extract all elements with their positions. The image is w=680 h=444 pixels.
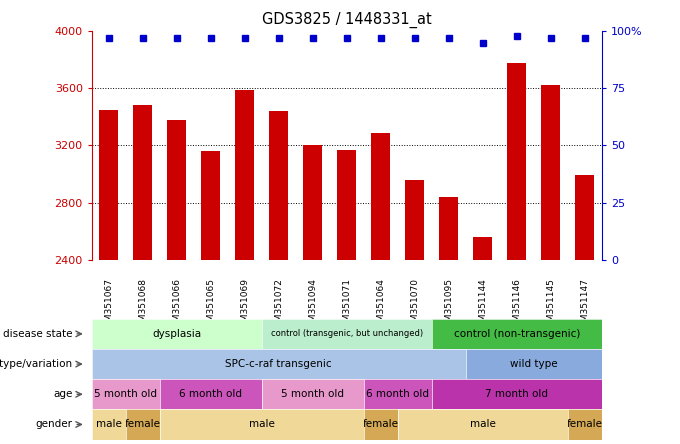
Bar	[473, 237, 492, 260]
Text: 6 month old: 6 month old	[367, 389, 429, 399]
Bar	[99, 110, 118, 260]
Text: control (non-transgenic): control (non-transgenic)	[454, 329, 580, 339]
Text: GSM351072: GSM351072	[274, 278, 284, 333]
Text: GSM351068: GSM351068	[138, 278, 148, 333]
Text: male: male	[249, 420, 275, 429]
Bar	[371, 133, 390, 260]
Bar	[405, 180, 424, 260]
Bar	[507, 63, 526, 260]
Text: wild type: wild type	[510, 359, 558, 369]
Text: disease state: disease state	[3, 329, 73, 339]
Bar	[235, 90, 254, 260]
Text: control (transgenic, but unchanged): control (transgenic, but unchanged)	[271, 329, 423, 338]
Bar	[303, 145, 322, 260]
Text: GSM351145: GSM351145	[546, 278, 556, 333]
Text: GSM351067: GSM351067	[104, 278, 114, 333]
Bar	[575, 175, 594, 260]
Text: dysplasia: dysplasia	[152, 329, 201, 339]
Text: GSM351094: GSM351094	[308, 278, 318, 333]
Text: GSM351066: GSM351066	[172, 278, 182, 333]
Text: female: female	[363, 420, 398, 429]
Text: GSM351071: GSM351071	[342, 278, 352, 333]
Text: female: female	[567, 420, 602, 429]
Text: 5 month old: 5 month old	[282, 389, 344, 399]
Text: gender: gender	[35, 420, 73, 429]
Bar	[337, 150, 356, 260]
Title: GDS3825 / 1448331_at: GDS3825 / 1448331_at	[262, 12, 432, 28]
Bar	[133, 105, 152, 260]
Bar	[167, 120, 186, 260]
Text: male: male	[470, 420, 496, 429]
Text: GSM351069: GSM351069	[240, 278, 250, 333]
Text: genotype/variation: genotype/variation	[0, 359, 73, 369]
Text: female: female	[125, 420, 160, 429]
Text: GSM351144: GSM351144	[478, 278, 488, 333]
Bar	[541, 85, 560, 260]
Text: male: male	[96, 420, 122, 429]
Text: SPC-c-raf transgenic: SPC-c-raf transgenic	[226, 359, 332, 369]
Text: 7 month old: 7 month old	[486, 389, 548, 399]
Text: GSM351147: GSM351147	[580, 278, 590, 333]
Bar	[439, 197, 458, 260]
Text: GSM351146: GSM351146	[512, 278, 522, 333]
Text: GSM351065: GSM351065	[206, 278, 216, 333]
Bar	[201, 151, 220, 260]
Text: age: age	[53, 389, 73, 399]
Text: GSM351064: GSM351064	[376, 278, 386, 333]
Text: 5 month old: 5 month old	[95, 389, 157, 399]
Bar	[269, 111, 288, 260]
Text: 6 month old: 6 month old	[180, 389, 242, 399]
Text: GSM351070: GSM351070	[410, 278, 420, 333]
Text: GSM351095: GSM351095	[444, 278, 454, 333]
